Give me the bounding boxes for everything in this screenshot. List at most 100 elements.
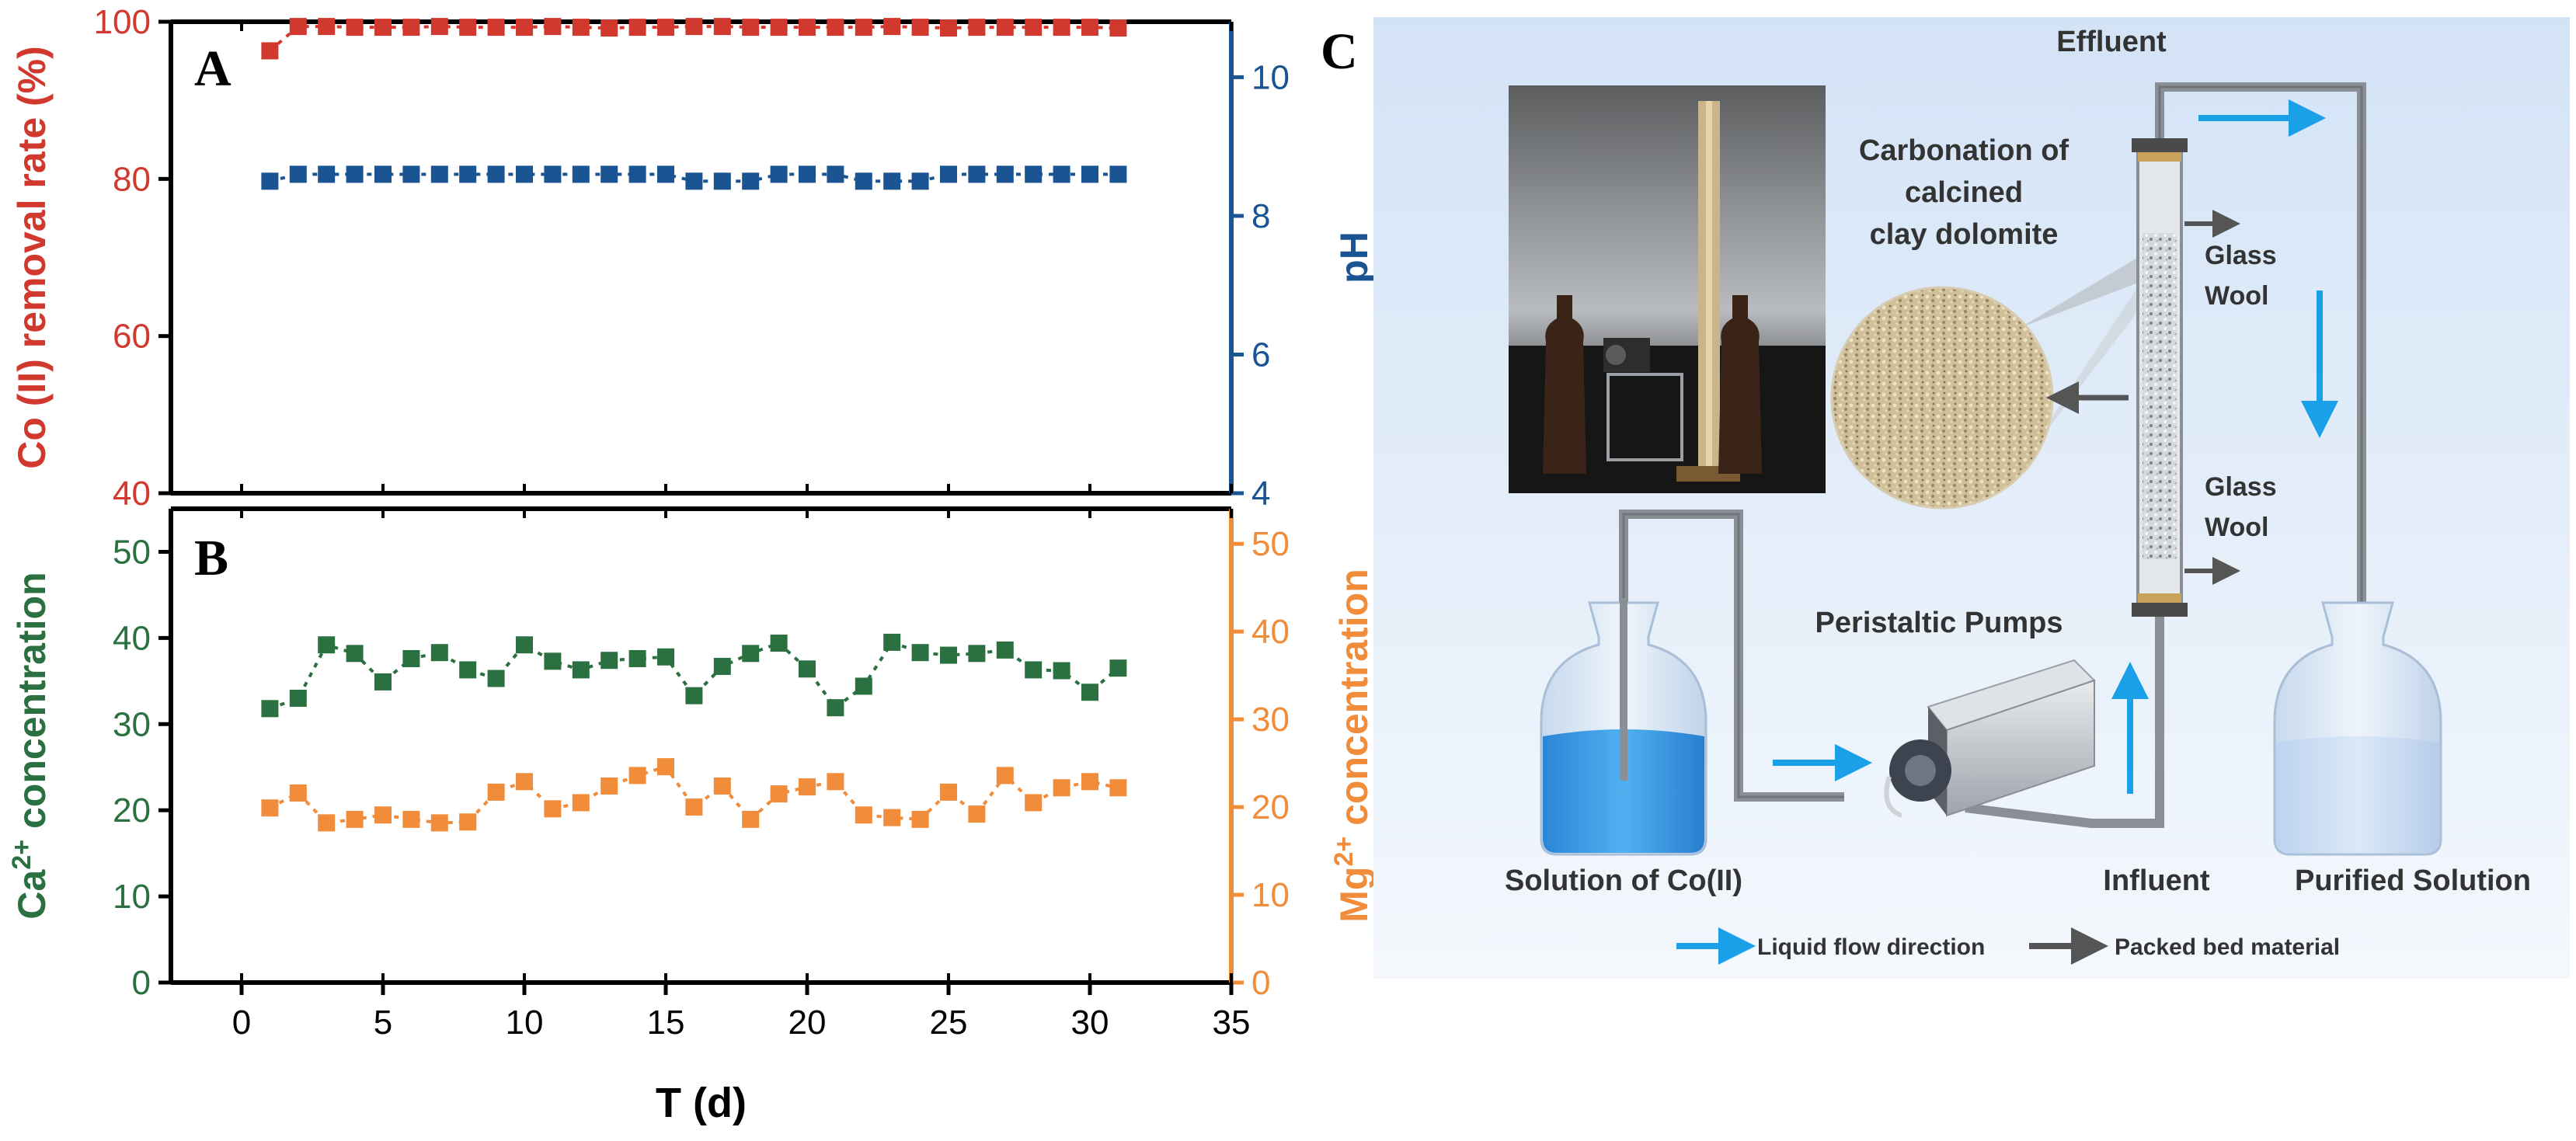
data-point-right <box>968 805 986 823</box>
left-axis-title-b: Ca2+ concentration <box>7 572 54 919</box>
data-point-right <box>657 165 674 183</box>
data-point-left <box>1109 19 1127 37</box>
data-point-right <box>996 165 1014 183</box>
data-point-left <box>657 648 674 666</box>
shared-x-axis: 0 5 10 15 20 25 30 35 T (d) <box>232 983 1250 1126</box>
carbonation-label-3: clay dolomite <box>1870 218 2059 251</box>
legend-packed-label: Packed bed material <box>2115 934 2340 960</box>
glass-wool-bottom-2: Wool <box>2205 513 2268 542</box>
panel-label-a: A <box>194 40 231 97</box>
data-point-left <box>827 699 844 717</box>
data-point-left <box>883 18 901 36</box>
panel-label-b: B <box>194 530 228 586</box>
data-point-left <box>487 19 505 37</box>
data-point-left <box>685 18 703 36</box>
data-point-right <box>487 165 505 183</box>
data-point-left <box>516 19 533 37</box>
data-point-right <box>544 800 562 818</box>
data-point-left <box>402 19 420 37</box>
data-point-left <box>600 652 618 670</box>
right-tick-label: 40 <box>1251 613 1290 651</box>
x-axis-title: T (d) <box>656 1080 747 1126</box>
data-point-left <box>713 18 731 36</box>
legend-liquid-label: Liquid flow direction <box>1757 934 1985 960</box>
data-point-left <box>346 19 364 37</box>
data-point-right <box>855 172 872 190</box>
data-point-left <box>487 670 505 687</box>
data-point-right <box>1053 779 1070 797</box>
data-point-right <box>402 165 420 183</box>
left-tick-label: 60 <box>113 318 151 356</box>
data-point-left <box>374 673 392 691</box>
data-point-right <box>799 778 816 796</box>
left-tick-label: 40 <box>113 475 151 513</box>
data-point-right <box>346 165 364 183</box>
data-point-left <box>572 19 590 37</box>
data-point-left <box>657 19 674 37</box>
data-point-right <box>1025 794 1043 812</box>
glass-wool-top-1: Glass <box>2205 241 2277 270</box>
data-point-left <box>628 649 646 667</box>
data-point-left <box>968 645 986 663</box>
data-point-right <box>713 172 731 190</box>
data-point-left <box>1025 19 1043 37</box>
data-point-left <box>742 19 760 37</box>
data-point-left <box>1025 661 1043 679</box>
data-point-right <box>1109 165 1127 183</box>
data-point-right <box>289 165 307 183</box>
left-tick-label: 20 <box>113 791 151 830</box>
right-tick-label: 8 <box>1251 197 1270 235</box>
left-tick-label: 100 <box>94 3 151 41</box>
data-point-left <box>940 646 957 664</box>
purified-bottle <box>2273 601 2442 856</box>
data-point-left <box>685 687 703 704</box>
data-point-right <box>318 814 336 832</box>
data-point-left <box>628 19 646 37</box>
data-point-right <box>713 777 731 795</box>
data-point-left <box>940 19 957 37</box>
source-bottle <box>1540 598 1707 856</box>
data-point-left <box>261 42 279 60</box>
data-point-left <box>713 657 731 675</box>
right-tick-label: 50 <box>1251 525 1290 563</box>
data-point-right <box>657 758 674 776</box>
data-point-right <box>459 165 477 183</box>
data-point-right <box>544 165 562 183</box>
data-point-right <box>459 813 477 831</box>
left-tick-label: 50 <box>113 533 151 571</box>
data-point-left <box>402 649 420 667</box>
right-tick-label: 4 <box>1251 475 1270 513</box>
pump-label: Peristaltic Pumps <box>1815 607 2063 639</box>
data-point-left <box>572 661 590 679</box>
data-point-right <box>742 810 760 828</box>
data-point-right <box>799 165 816 183</box>
data-point-left <box>261 700 279 718</box>
apparatus-photo <box>1509 85 1826 493</box>
data-point-left <box>1081 684 1098 701</box>
data-point-right <box>1081 165 1098 183</box>
x-tick-label: 5 <box>374 1004 392 1042</box>
right-axis-title-b: Mg2+ concentration <box>1329 569 1376 922</box>
right-tick-label: 20 <box>1251 788 1290 826</box>
data-point-left <box>600 19 618 37</box>
data-point-right <box>1109 779 1127 797</box>
data-point-right <box>261 799 279 817</box>
data-point-right <box>940 783 957 801</box>
data-point-left <box>1053 19 1070 37</box>
data-point-right <box>855 806 872 824</box>
right-tick-label: 30 <box>1251 701 1290 739</box>
data-point-right <box>346 810 364 828</box>
data-point-right <box>1025 165 1043 183</box>
data-point-right <box>430 165 448 183</box>
data-point-left <box>374 19 392 37</box>
data-point-right <box>883 172 901 190</box>
x-tick-label: 25 <box>930 1004 968 1042</box>
data-point-right <box>430 814 448 832</box>
data-point-left <box>318 18 336 36</box>
left-tick-label: 80 <box>113 160 151 198</box>
data-point-right <box>628 165 646 183</box>
data-point-left <box>459 19 477 37</box>
data-point-right <box>600 777 618 795</box>
data-point-left <box>911 644 929 662</box>
